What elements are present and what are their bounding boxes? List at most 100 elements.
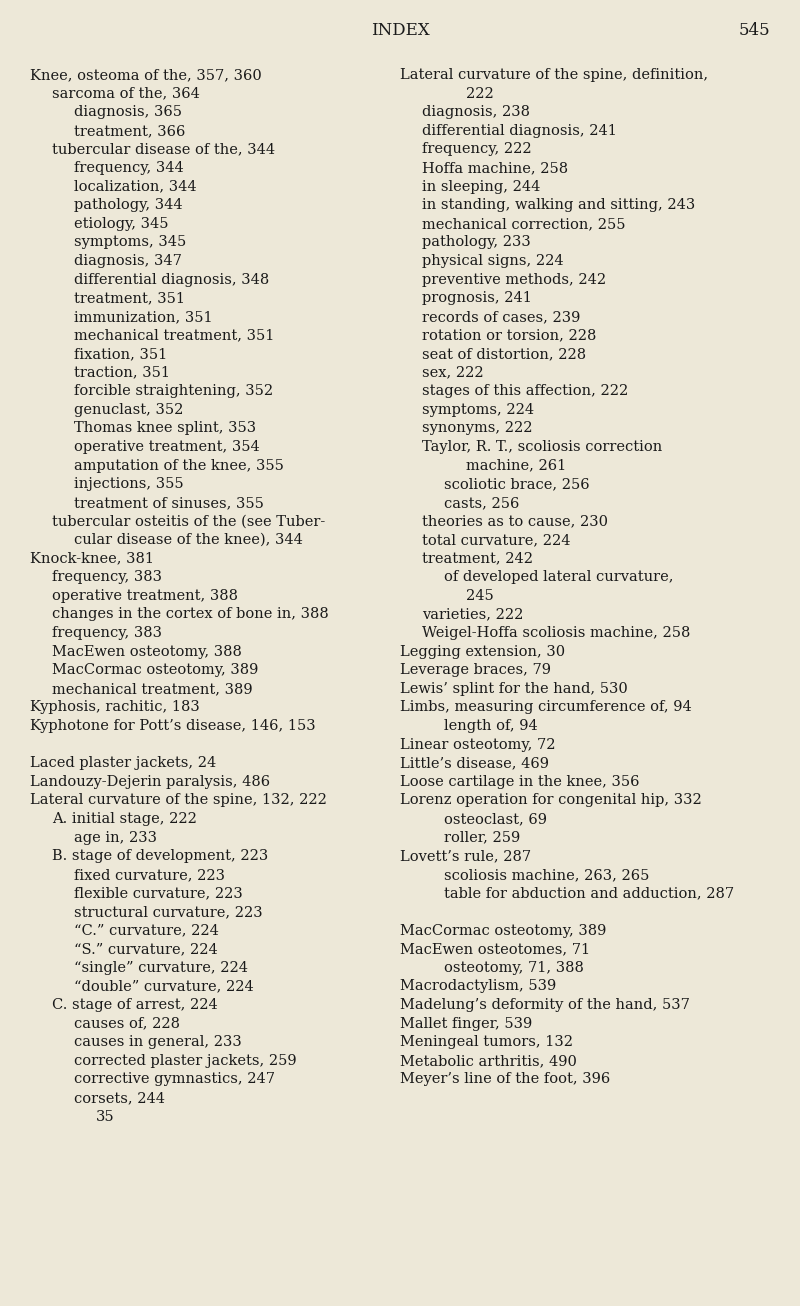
Text: osteotomy, 71, 388: osteotomy, 71, 388: [444, 961, 584, 974]
Text: corrective gymnastics, 247: corrective gymnastics, 247: [74, 1072, 275, 1087]
Text: differential diagnosis, 241: differential diagnosis, 241: [422, 124, 617, 138]
Text: localization, 344: localization, 344: [74, 180, 197, 193]
Text: corsets, 244: corsets, 244: [74, 1091, 165, 1105]
Text: scoliotic brace, 256: scoliotic brace, 256: [444, 477, 590, 491]
Text: Laced plaster jackets, 24: Laced plaster jackets, 24: [30, 756, 216, 771]
Text: cular disease of the knee), 344: cular disease of the knee), 344: [74, 533, 303, 547]
Text: INDEX: INDEX: [370, 22, 430, 39]
Text: “S.” curvature, 224: “S.” curvature, 224: [74, 942, 218, 956]
Text: Landouzy-Dejerin paralysis, 486: Landouzy-Dejerin paralysis, 486: [30, 774, 270, 789]
Text: Lovett’s rule, 287: Lovett’s rule, 287: [400, 849, 531, 863]
Text: symptoms, 345: symptoms, 345: [74, 235, 186, 249]
Text: rotation or torsion, 228: rotation or torsion, 228: [422, 328, 596, 342]
Text: treatment of sinuses, 355: treatment of sinuses, 355: [74, 496, 264, 509]
Text: treatment, 242: treatment, 242: [422, 551, 533, 565]
Text: Legging extension, 30: Legging extension, 30: [400, 645, 565, 658]
Text: in sleeping, 244: in sleeping, 244: [422, 180, 540, 193]
Text: Lorenz operation for congenital hip, 332: Lorenz operation for congenital hip, 332: [400, 794, 702, 807]
Text: structural curvature, 223: structural curvature, 223: [74, 905, 262, 919]
Text: “single” curvature, 224: “single” curvature, 224: [74, 961, 248, 974]
Text: diagnosis, 238: diagnosis, 238: [422, 106, 530, 119]
Text: MacEwen osteotomes, 71: MacEwen osteotomes, 71: [400, 942, 590, 956]
Text: MacCormac osteotomy, 389: MacCormac osteotomy, 389: [400, 923, 606, 938]
Text: etiology, 345: etiology, 345: [74, 217, 169, 231]
Text: Lateral curvature of the spine, 132, 222: Lateral curvature of the spine, 132, 222: [30, 794, 327, 807]
Text: symptoms, 224: symptoms, 224: [422, 402, 534, 417]
Text: total curvature, 224: total curvature, 224: [422, 533, 570, 547]
Text: Lateral curvature of the spine, definition,: Lateral curvature of the spine, definiti…: [400, 68, 708, 82]
Text: Taylor, R. T., scoliosis correction: Taylor, R. T., scoliosis correction: [422, 440, 662, 454]
Text: Meyer’s line of the foot, 396: Meyer’s line of the foot, 396: [400, 1072, 610, 1087]
Text: roller, 259: roller, 259: [444, 831, 520, 845]
Text: seat of distortion, 228: seat of distortion, 228: [422, 347, 586, 360]
Text: Thomas knee splint, 353: Thomas knee splint, 353: [74, 422, 256, 435]
Text: flexible curvature, 223: flexible curvature, 223: [74, 887, 242, 900]
Text: length of, 94: length of, 94: [444, 720, 538, 733]
Text: of developed lateral curvature,: of developed lateral curvature,: [444, 571, 674, 584]
Text: causes in general, 233: causes in general, 233: [74, 1036, 242, 1049]
Text: varieties, 222: varieties, 222: [422, 607, 523, 622]
Text: diagnosis, 365: diagnosis, 365: [74, 106, 182, 119]
Text: table for abduction and adduction, 287: table for abduction and adduction, 287: [444, 887, 734, 900]
Text: frequency, 222: frequency, 222: [422, 142, 532, 157]
Text: frequency, 383: frequency, 383: [52, 571, 162, 584]
Text: Limbs, measuring circumference of, 94: Limbs, measuring circumference of, 94: [400, 700, 692, 714]
Text: Knock-knee, 381: Knock-knee, 381: [30, 551, 154, 565]
Text: Linear osteotomy, 72: Linear osteotomy, 72: [400, 738, 555, 751]
Text: treatment, 366: treatment, 366: [74, 124, 186, 138]
Text: sarcoma of the, 364: sarcoma of the, 364: [52, 86, 200, 101]
Text: theories as to cause, 230: theories as to cause, 230: [422, 515, 608, 529]
Text: fixation, 351: fixation, 351: [74, 347, 167, 360]
Text: mechanical treatment, 351: mechanical treatment, 351: [74, 328, 274, 342]
Text: sex, 222: sex, 222: [422, 366, 484, 380]
Text: frequency, 344: frequency, 344: [74, 161, 184, 175]
Text: Meningeal tumors, 132: Meningeal tumors, 132: [400, 1036, 573, 1049]
Text: forcible straightening, 352: forcible straightening, 352: [74, 384, 273, 398]
Text: MacCormac osteotomy, 389: MacCormac osteotomy, 389: [52, 663, 258, 678]
Text: diagnosis, 347: diagnosis, 347: [74, 253, 182, 268]
Text: age in, 233: age in, 233: [74, 831, 157, 845]
Text: Weigel-Hoffa scoliosis machine, 258: Weigel-Hoffa scoliosis machine, 258: [422, 626, 690, 640]
Text: fixed curvature, 223: fixed curvature, 223: [74, 867, 225, 882]
Text: traction, 351: traction, 351: [74, 366, 170, 380]
Text: pathology, 344: pathology, 344: [74, 199, 182, 212]
Text: “double” curvature, 224: “double” curvature, 224: [74, 980, 254, 994]
Text: differential diagnosis, 348: differential diagnosis, 348: [74, 273, 270, 286]
Text: tubercular osteitis of the (see Tuber-: tubercular osteitis of the (see Tuber-: [52, 515, 326, 529]
Text: casts, 256: casts, 256: [444, 496, 519, 509]
Text: synonyms, 222: synonyms, 222: [422, 422, 533, 435]
Text: records of cases, 239: records of cases, 239: [422, 310, 580, 324]
Text: “C.” curvature, 224: “C.” curvature, 224: [74, 923, 219, 938]
Text: prognosis, 241: prognosis, 241: [422, 291, 532, 306]
Text: frequency, 383: frequency, 383: [52, 626, 162, 640]
Text: operative treatment, 388: operative treatment, 388: [52, 589, 238, 603]
Text: 245: 245: [466, 589, 494, 603]
Text: C. stage of arrest, 224: C. stage of arrest, 224: [52, 998, 218, 1012]
Text: amputation of the knee, 355: amputation of the knee, 355: [74, 458, 284, 473]
Text: causes of, 228: causes of, 228: [74, 1016, 180, 1030]
Text: Madelung’s deformity of the hand, 537: Madelung’s deformity of the hand, 537: [400, 998, 690, 1012]
Text: scoliosis machine, 263, 265: scoliosis machine, 263, 265: [444, 867, 650, 882]
Text: physical signs, 224: physical signs, 224: [422, 253, 564, 268]
Text: Macrodactylism, 539: Macrodactylism, 539: [400, 980, 556, 994]
Text: Mallet finger, 539: Mallet finger, 539: [400, 1016, 532, 1030]
Text: in standing, walking and sitting, 243: in standing, walking and sitting, 243: [422, 199, 695, 212]
Text: Leverage braces, 79: Leverage braces, 79: [400, 663, 551, 678]
Text: B. stage of development, 223: B. stage of development, 223: [52, 849, 268, 863]
Text: osteoclast, 69: osteoclast, 69: [444, 812, 547, 825]
Text: Kyphotone for Pott’s disease, 146, 153: Kyphotone for Pott’s disease, 146, 153: [30, 720, 316, 733]
Text: pathology, 233: pathology, 233: [422, 235, 530, 249]
Text: mechanical treatment, 389: mechanical treatment, 389: [52, 682, 253, 696]
Text: injections, 355: injections, 355: [74, 477, 184, 491]
Text: stages of this affection, 222: stages of this affection, 222: [422, 384, 628, 398]
Text: Little’s disease, 469: Little’s disease, 469: [400, 756, 549, 771]
Text: MacEwen osteotomy, 388: MacEwen osteotomy, 388: [52, 645, 242, 658]
Text: Loose cartilage in the knee, 356: Loose cartilage in the knee, 356: [400, 774, 639, 789]
Text: Knee, osteoma of the, 357, 360: Knee, osteoma of the, 357, 360: [30, 68, 262, 82]
Text: machine, 261: machine, 261: [466, 458, 566, 473]
Text: treatment, 351: treatment, 351: [74, 291, 185, 306]
Text: mechanical correction, 255: mechanical correction, 255: [422, 217, 626, 231]
Text: Hoffa machine, 258: Hoffa machine, 258: [422, 161, 568, 175]
Text: genuclast, 352: genuclast, 352: [74, 402, 183, 417]
Text: operative treatment, 354: operative treatment, 354: [74, 440, 260, 454]
